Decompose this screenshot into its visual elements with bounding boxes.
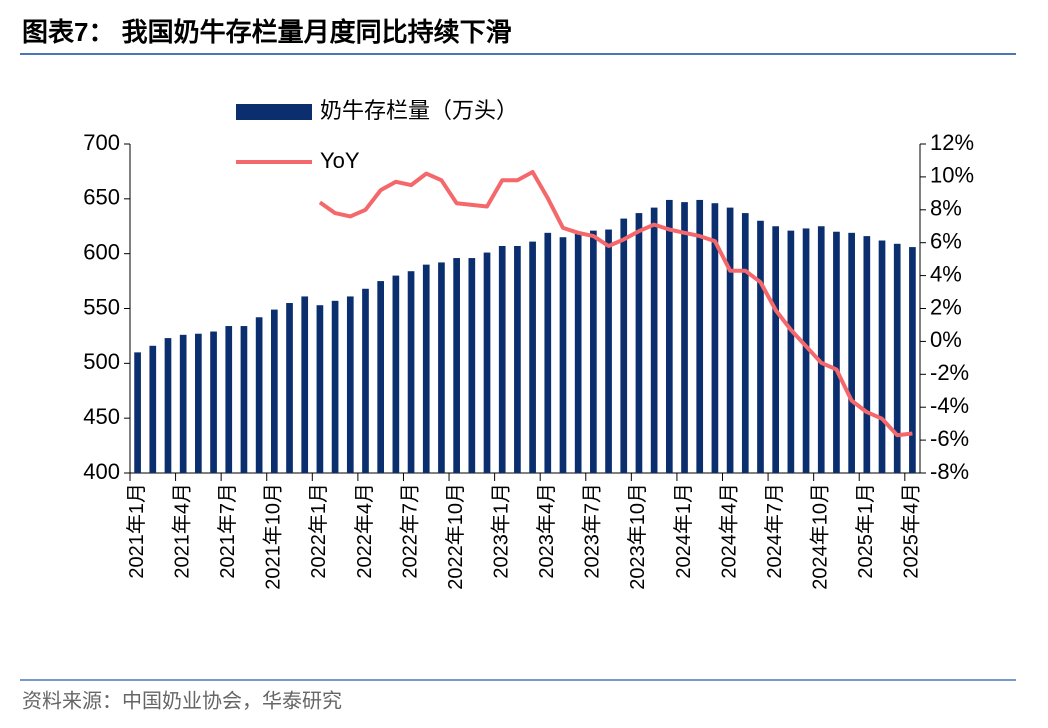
- bar: [726, 207, 734, 473]
- bar: [833, 231, 840, 473]
- bar: [316, 305, 324, 473]
- bar: [741, 213, 749, 473]
- bar: [878, 240, 886, 473]
- y2-tick-label: 10%: [930, 163, 974, 188]
- bar: [164, 338, 172, 473]
- x-tick-label: 2025年4月: [900, 483, 923, 579]
- bar: [225, 326, 233, 473]
- bar: [620, 218, 628, 473]
- x-tick-label: 2021年1月: [125, 483, 148, 579]
- bar: [544, 232, 552, 473]
- line: [318, 170, 913, 438]
- bar: [255, 317, 263, 473]
- y2-tick-label: -2%: [930, 360, 969, 385]
- bar: [665, 199, 673, 473]
- x-tick-label: 2021年10月: [262, 483, 285, 590]
- bar: [817, 226, 825, 473]
- legend-label: 奶牛存栏量（万头）: [320, 98, 518, 123]
- x-tick-label: 2025年1月: [854, 483, 877, 579]
- bar: [802, 228, 810, 473]
- bar: [346, 296, 354, 473]
- x-tick-label: 2023年4月: [535, 483, 558, 579]
- y-tick-label: 700: [83, 130, 120, 155]
- bar: [286, 303, 293, 473]
- bar: [240, 326, 248, 473]
- bar: [270, 309, 278, 473]
- x-tick-label: 2022年1月: [307, 483, 330, 579]
- y-tick-label: 500: [83, 349, 120, 374]
- bar: [635, 213, 643, 473]
- y-tick-label: 450: [83, 404, 120, 429]
- bar: [362, 288, 369, 473]
- x-tick-label: 2023年7月: [581, 483, 604, 579]
- x-tick-label: 2022年10月: [444, 483, 467, 590]
- x-tick-label: 2021年4月: [170, 483, 193, 579]
- y2-tick-label: -4%: [930, 393, 969, 418]
- bar: [559, 237, 567, 473]
- chart-title: 图表7： 我国奶牛存栏量月度同比持续下滑: [22, 17, 512, 47]
- bar: [149, 345, 157, 473]
- x-tick-label: 2024年7月: [763, 483, 786, 579]
- bar: [377, 281, 385, 473]
- y2-tick-label: -6%: [930, 426, 969, 451]
- bar: [711, 203, 719, 473]
- bar: [438, 262, 445, 473]
- bar: [210, 331, 217, 473]
- bar: [696, 199, 704, 473]
- x-tick-label: 2024年10月: [809, 483, 832, 590]
- source: 资料来源：中国奶业协会，华泰研究: [22, 689, 342, 712]
- bar: [529, 241, 536, 473]
- y2-tick-label: 12%: [930, 130, 974, 155]
- bar: [574, 233, 582, 473]
- y2-tick-label: -8%: [930, 459, 969, 484]
- legend-swatch: [236, 104, 312, 120]
- bar: [787, 230, 795, 473]
- y-tick-label: 550: [83, 294, 120, 319]
- bar: [893, 243, 901, 473]
- bar: [331, 300, 339, 473]
- bar: [909, 247, 916, 473]
- bar: [392, 275, 400, 473]
- bar: [483, 252, 491, 473]
- y-tick-label: 650: [83, 185, 120, 210]
- bar: [453, 258, 460, 473]
- bar: [863, 236, 871, 473]
- bar: [681, 202, 688, 473]
- y-tick-label: 400: [83, 459, 120, 484]
- y2-tick-label: 4%: [930, 261, 962, 286]
- bar: [422, 264, 430, 473]
- bar: [514, 245, 521, 473]
- bar: [498, 245, 506, 473]
- x-tick-label: 2023年10月: [626, 483, 649, 590]
- x-tick-label: 2024年1月: [672, 483, 695, 579]
- x-tick-label: 2024年4月: [717, 483, 740, 579]
- bar: [179, 334, 187, 473]
- bar: [757, 220, 764, 473]
- y2-tick-label: 2%: [930, 294, 962, 319]
- bar: [650, 207, 658, 473]
- y2-tick-label: 8%: [930, 196, 962, 221]
- y2-tick-label: 0%: [930, 327, 962, 352]
- y-tick-label: 600: [83, 239, 120, 264]
- bar: [772, 226, 780, 473]
- bar: [134, 352, 141, 473]
- x-tick-label: 2022年4月: [353, 483, 376, 579]
- x-tick-label: 2022年7月: [398, 483, 421, 579]
- x-tick-label: 2021年7月: [216, 483, 239, 579]
- legend-label: YoY: [320, 148, 360, 173]
- y2-tick-label: 6%: [930, 229, 962, 254]
- bar: [301, 296, 309, 473]
- x-tick-label: 2023年1月: [489, 483, 512, 579]
- bar: [590, 230, 597, 473]
- bar: [195, 333, 202, 473]
- bar: [407, 271, 415, 473]
- bar: [848, 232, 855, 473]
- bar: [468, 258, 476, 473]
- bar: [605, 229, 612, 473]
